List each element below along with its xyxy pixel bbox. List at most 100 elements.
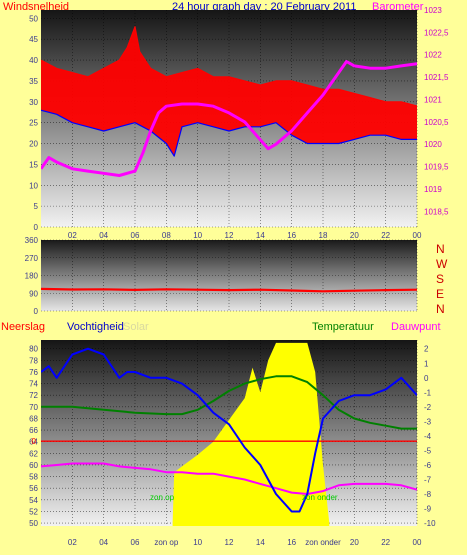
sunrise-marker-label: zon op <box>150 493 175 502</box>
y-tick-label-right: 1021 <box>424 95 442 104</box>
y-tick-label-right: 1022 <box>424 51 442 60</box>
y-tick-label-right: -9 <box>424 505 432 514</box>
y-tick-label-right: 1022,5 <box>424 28 449 37</box>
x-tick-label: 18 <box>319 231 328 240</box>
x-tick-label: zon onder <box>305 538 341 547</box>
y-tick-label-left: 270 <box>25 254 39 263</box>
compass-w: W <box>436 257 448 271</box>
y-tick-label-left: 58 <box>29 473 38 482</box>
compass-n-top: N <box>436 242 445 256</box>
sunset-marker-label: zon onder <box>302 493 338 502</box>
y-tick-label-left: 35 <box>29 77 38 86</box>
x-tick-label: 10 <box>193 231 202 240</box>
solar-label: Solar <box>123 321 149 333</box>
y-tick-label-right: -7 <box>424 476 432 485</box>
y-tick-label-right: 1 <box>424 359 429 368</box>
rain-zero-label: 0 <box>32 437 37 446</box>
x-tick-label: 20 <box>350 538 359 547</box>
x-tick-label: 16 <box>287 538 296 547</box>
y-tick-label-left: 54 <box>29 496 38 505</box>
x-tick-label: 12 <box>225 231 234 240</box>
y-tick-label-left: 0 <box>34 307 39 316</box>
wind-gust-area <box>41 26 417 157</box>
y-tick-label-left: 50 <box>29 519 38 528</box>
x-tick-label: 22 <box>381 538 390 547</box>
y-tick-label-left: 50 <box>29 14 38 23</box>
y-tick-label-left: 64 <box>29 438 38 447</box>
y-tick-label-left: 0 <box>34 223 39 232</box>
y-tick-label-left: 20 <box>29 140 38 149</box>
temperature-label: Temperatuur <box>312 321 374 333</box>
barometer-line <box>41 60 417 177</box>
y-tick-label-left: 180 <box>25 272 39 281</box>
x-tick-label: 14 <box>256 538 265 547</box>
y-tick-label-left: 10 <box>29 181 38 190</box>
y-tick-label-left: 68 <box>29 414 38 423</box>
x-tick-label: 12 <box>225 538 234 547</box>
y-tick-label-right: 1019 <box>424 185 442 194</box>
y-tick-label-left: 66 <box>29 426 38 435</box>
y-tick-label-left: 5 <box>34 202 39 211</box>
wind-gust-line <box>41 26 417 107</box>
compass-s: S <box>436 272 445 286</box>
dewpoint-label: Dauwpunt <box>391 321 441 333</box>
x-tick-label: 08 <box>162 231 171 240</box>
y-tick-label-left: 40 <box>29 56 38 65</box>
x-tick-label: 00 <box>413 538 422 547</box>
y-tick-label-left: 52 <box>29 507 38 516</box>
humidity-line <box>41 347 417 513</box>
y-tick-label-left: 15 <box>29 160 38 169</box>
temperature-line <box>41 375 417 430</box>
wind-direction-line <box>40 287 418 293</box>
y-tick-label-left: 25 <box>29 119 38 128</box>
y-tick-label-right: -10 <box>424 519 436 528</box>
y-tick-label-right: -2 <box>424 403 432 412</box>
x-tick-label: 20 <box>350 231 359 240</box>
y-tick-label-right: 1021,5 <box>424 73 449 82</box>
solar-area <box>172 342 330 526</box>
y-tick-label-right: 1020 <box>424 140 442 149</box>
compass-n-bottom: N <box>436 302 445 316</box>
x-tick-label: 14 <box>256 231 265 240</box>
x-tick-label: 10 <box>193 538 202 547</box>
y-tick-label-right: -6 <box>424 461 432 470</box>
x-tick-label: zon op <box>154 538 179 547</box>
y-tick-label-right: 0 <box>424 374 429 383</box>
y-tick-label-right: -4 <box>424 432 432 441</box>
direction-panel-background <box>41 240 417 311</box>
y-tick-label-right: 2 <box>424 345 429 354</box>
x-tick-label: 22 <box>381 231 390 240</box>
rain-label: Neerslag <box>1 321 46 333</box>
y-tick-label-left: 72 <box>29 391 38 400</box>
y-tick-label-left: 76 <box>29 368 38 377</box>
x-tick-label: 04 <box>99 538 108 547</box>
y-tick-label-right: 1018,5 <box>424 207 449 216</box>
x-tick-label: 06 <box>131 231 140 240</box>
y-tick-label-right: -3 <box>424 417 432 426</box>
y-tick-label-right: -5 <box>424 446 432 455</box>
y-tick-label-left: 74 <box>29 380 38 389</box>
y-tick-label-left: 56 <box>29 484 38 493</box>
y-tick-label-right: -1 <box>424 388 432 397</box>
y-tick-label-left: 90 <box>29 289 38 298</box>
x-tick-label: 02 <box>68 231 77 240</box>
y-tick-label-right: 1019,5 <box>424 163 449 172</box>
compass-e: E <box>436 287 445 301</box>
y-tick-label-left: 62 <box>29 449 38 458</box>
x-tick-label: 16 <box>287 231 296 240</box>
y-tick-label-left: 78 <box>29 356 38 365</box>
y-tick-label-right: -8 <box>424 490 432 499</box>
y-tick-label-right: 1023 <box>424 6 442 15</box>
y-tick-label-left: 45 <box>29 35 38 44</box>
wind-average-line <box>41 109 417 157</box>
x-tick-label: 06 <box>131 538 140 547</box>
y-tick-label-right: 1020,5 <box>424 118 449 127</box>
humidity-label: Vochtigheid <box>67 321 124 333</box>
x-tick-label: 02 <box>68 538 77 547</box>
dewpoint-line <box>41 462 417 495</box>
y-tick-label-left: 30 <box>29 98 38 107</box>
x-tick-label: 04 <box>99 231 108 240</box>
x-tick-label: 00 <box>413 231 422 240</box>
y-tick-label-left: 60 <box>29 461 38 470</box>
